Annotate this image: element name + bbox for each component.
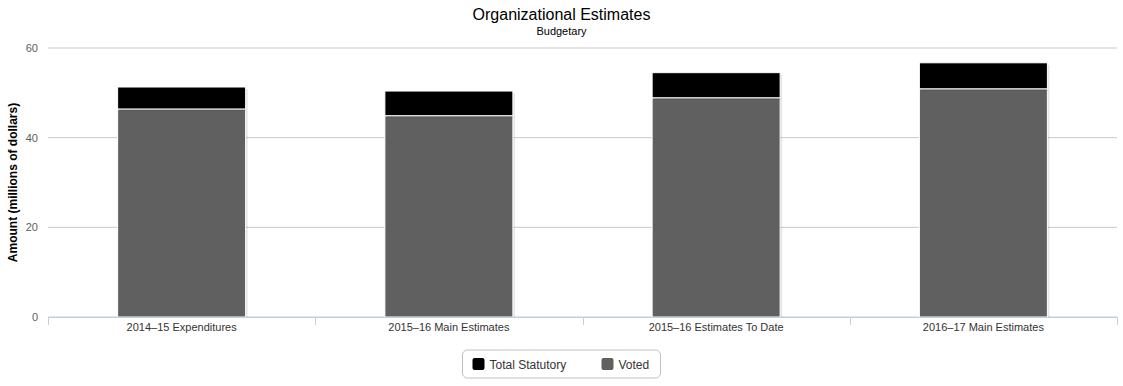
legend-swatch	[602, 358, 614, 370]
y-tick-label: 60	[26, 42, 38, 54]
legend: Total Statutory Voted	[463, 350, 661, 378]
x-tick	[315, 317, 316, 325]
y-axis-label: Amount (millions of dollars)	[6, 103, 20, 262]
x-tick	[850, 317, 851, 325]
bar	[118, 109, 246, 317]
x-tick-label: 2015–16 Estimates To Date	[649, 321, 784, 333]
legend-label: Voted	[619, 358, 650, 372]
bar	[919, 89, 1047, 317]
chart: Organizational Estimates Budgetary Amount …	[0, 0, 1123, 386]
legend-label: Total Statutory	[490, 358, 567, 372]
bar	[652, 73, 780, 98]
bars	[118, 63, 1050, 317]
title: Organizational Estimates	[473, 6, 651, 23]
y-tick-label: 40	[26, 132, 38, 144]
grid-line	[48, 48, 1117, 49]
subtitle: Budgetary	[536, 25, 587, 37]
x-tick	[1117, 317, 1118, 325]
x-axis-line	[48, 317, 1117, 318]
bar	[385, 91, 513, 116]
x-tick-label: 2015–16 Main Estimates	[388, 321, 510, 333]
x-tick	[48, 317, 49, 325]
y-tick-label: 20	[26, 221, 38, 233]
bar	[652, 98, 780, 317]
bar	[118, 87, 246, 109]
x-tick-label: 2016–17 Main Estimates	[923, 321, 1045, 333]
legend-swatch	[473, 358, 485, 370]
bar	[919, 63, 1047, 89]
x-tick-label: 2014–15 Expenditures	[127, 321, 238, 333]
legend-box	[463, 350, 661, 378]
y-tick-label: 0	[32, 311, 38, 323]
bar	[385, 116, 513, 317]
x-tick	[583, 317, 584, 325]
